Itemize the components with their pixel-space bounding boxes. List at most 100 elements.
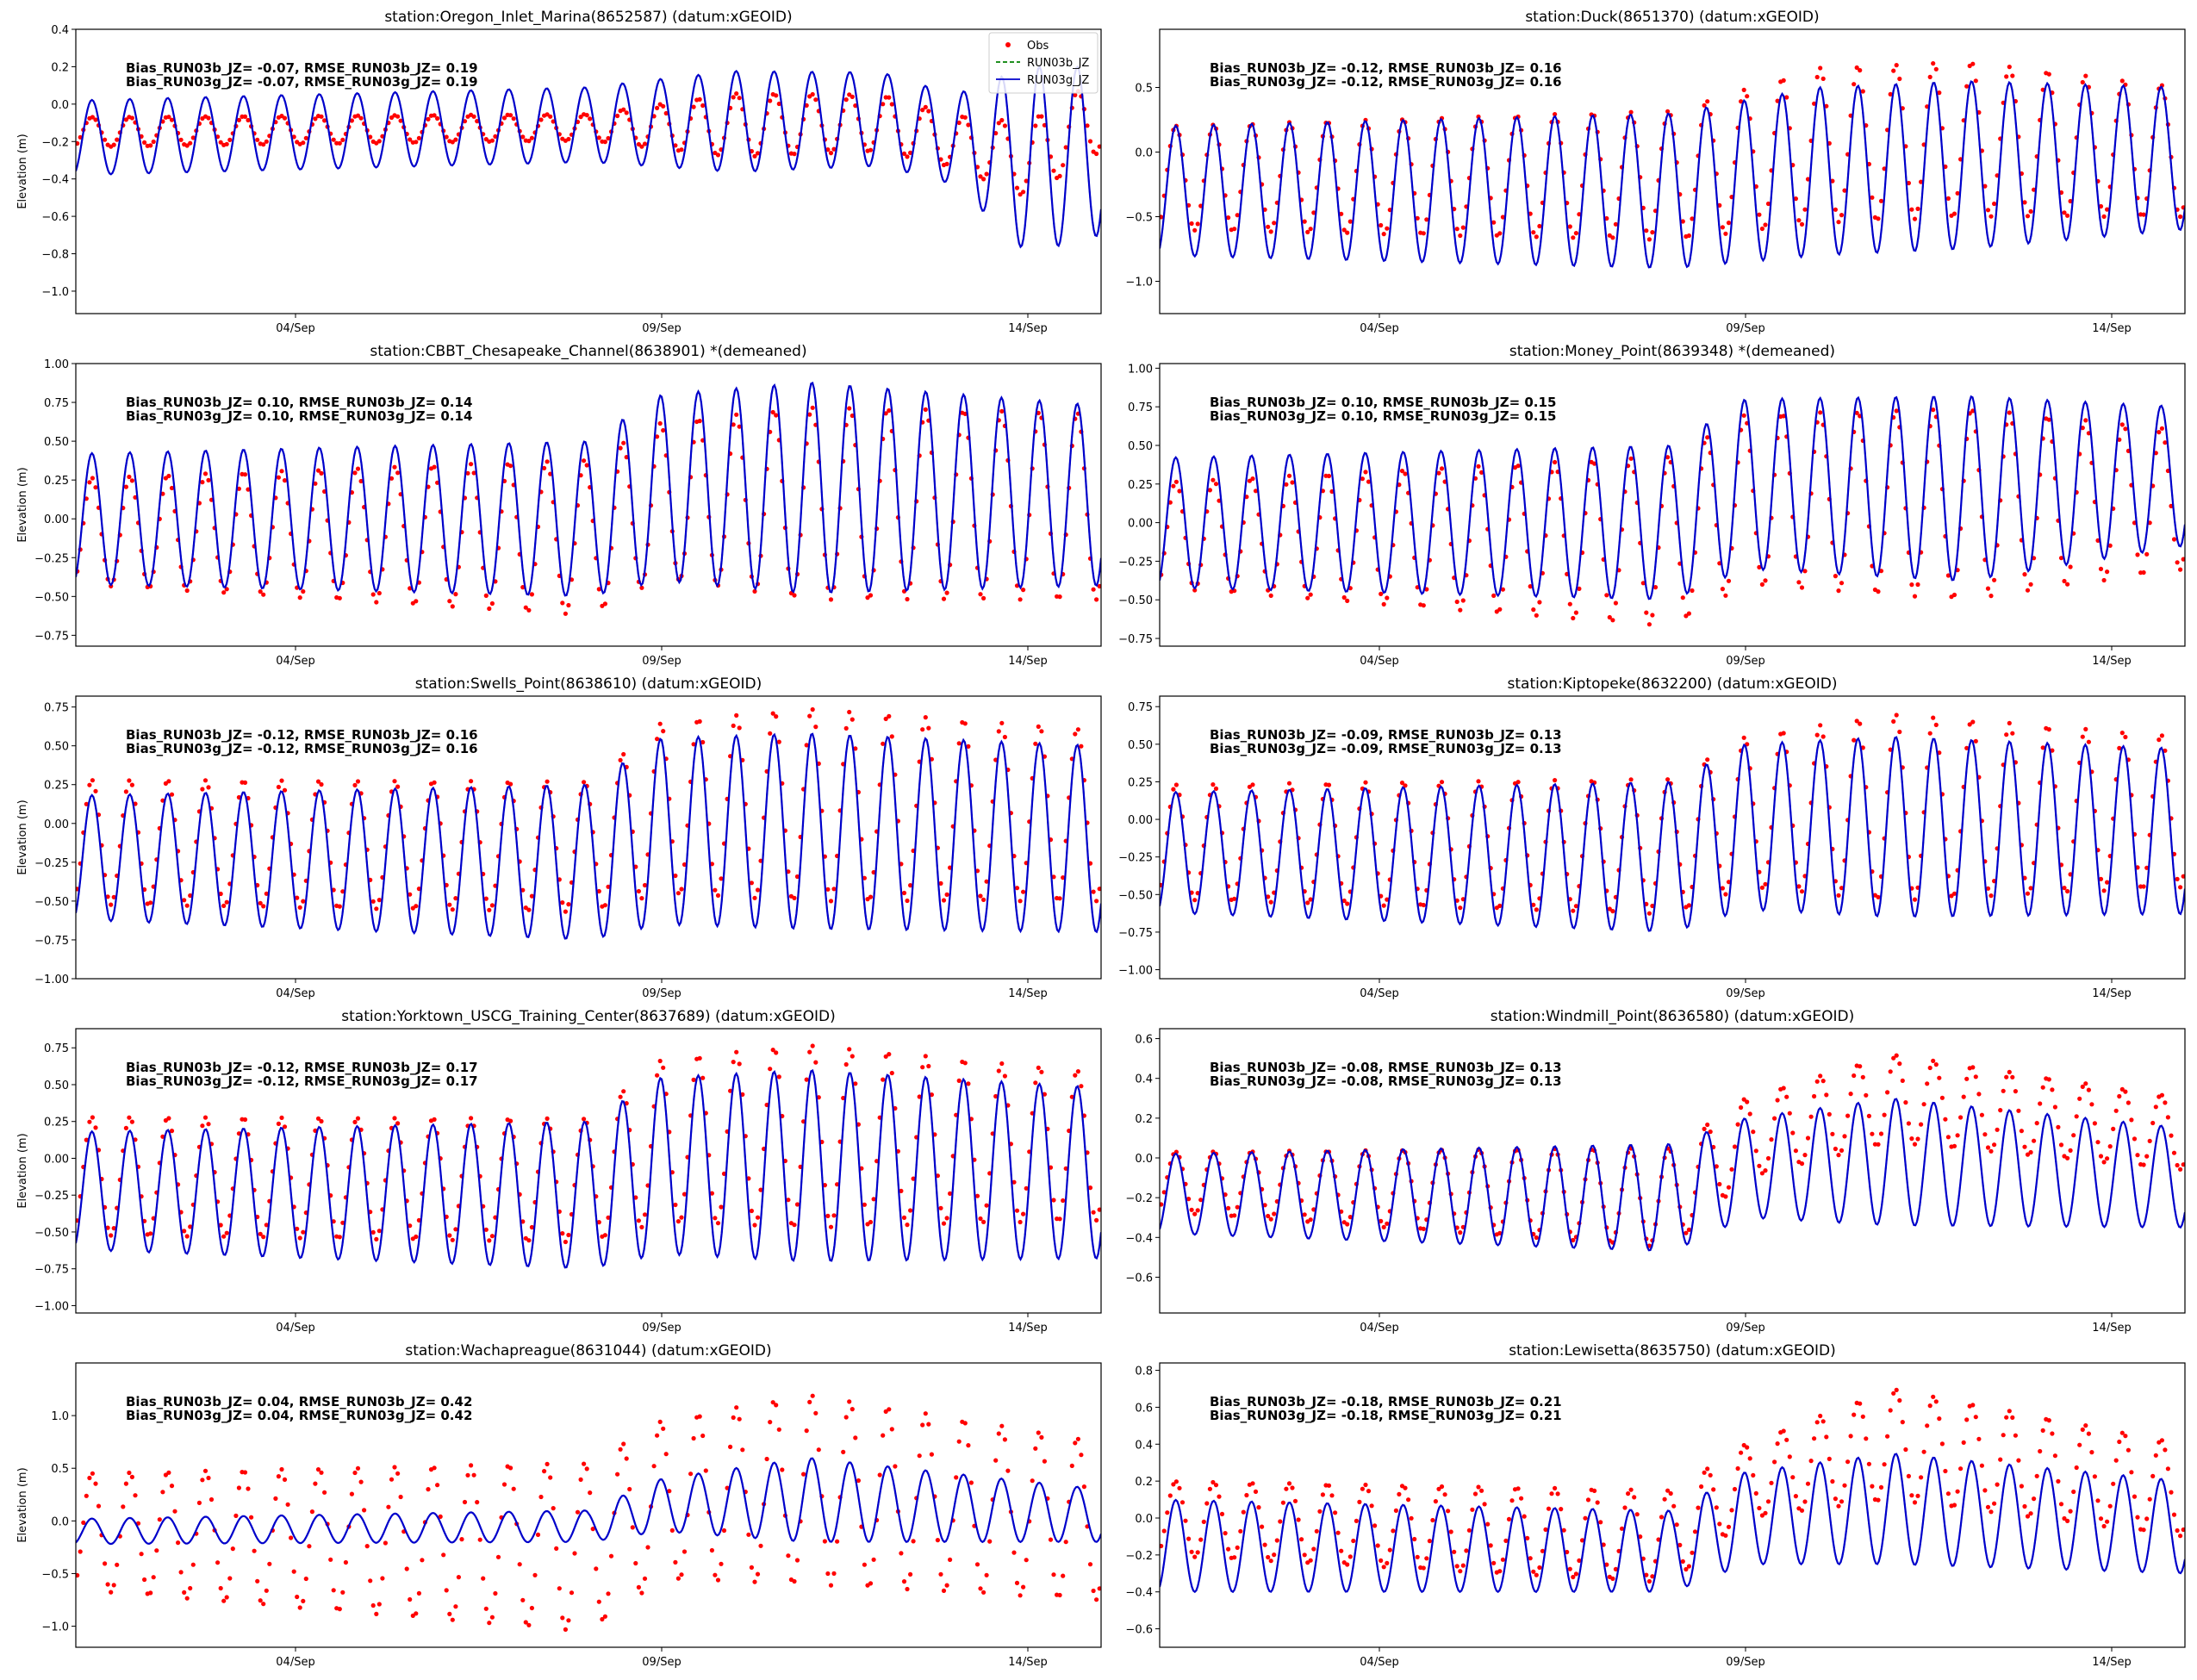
obs-point [90, 476, 95, 481]
obs-point [948, 1557, 953, 1562]
obs-point [1979, 1463, 1984, 1468]
obs-point [1897, 1061, 1902, 1067]
obs-point [1360, 1486, 1365, 1491]
obs-point [2077, 1096, 2082, 1101]
obs-point [813, 1410, 818, 1416]
obs-point [825, 147, 831, 152]
obs-point [792, 1223, 797, 1228]
obs-point [252, 1548, 257, 1553]
obs-point [639, 896, 644, 901]
obs-point [190, 135, 196, 140]
obs-point [2065, 213, 2070, 218]
obs-point [2040, 1085, 2045, 1090]
obs-point [1503, 1538, 1509, 1543]
obs-point [768, 1420, 773, 1425]
obs-point [697, 1055, 702, 1061]
obs-point [377, 1229, 382, 1234]
obs-point [1814, 1079, 1820, 1084]
obs-point [2068, 1148, 2073, 1153]
obs-point [1393, 1508, 1398, 1513]
obs-point [1937, 90, 1942, 96]
obs-point [1751, 1129, 1756, 1135]
obs-point [776, 1427, 781, 1432]
obs-point [715, 893, 721, 898]
obs-point [370, 592, 376, 597]
obs-point [1345, 230, 1350, 235]
obs-point [1415, 1554, 1420, 1559]
obs-point [2025, 891, 2031, 896]
obs-point [264, 1223, 269, 1228]
obs-point [618, 757, 623, 762]
obs-point [1253, 488, 1259, 494]
obs-point [267, 1561, 272, 1566]
obs-point [1571, 1574, 1576, 1580]
obs-point [1866, 1461, 1871, 1466]
obs-point [1476, 779, 1481, 784]
obs-point [881, 1433, 886, 1438]
obs-point [1876, 589, 1881, 594]
obs-point [563, 1239, 569, 1245]
obs-point [1057, 173, 1062, 178]
obs-point [996, 1431, 1001, 1436]
obs-point [1662, 1496, 1667, 1502]
obs-point [1970, 1403, 1976, 1408]
obs-point [206, 785, 211, 790]
obs-point [566, 136, 571, 142]
obs-point [450, 907, 455, 912]
obs-point [465, 470, 470, 476]
obs-point [1613, 221, 1618, 227]
obs-point [2159, 1438, 2164, 1443]
obs-point [1665, 109, 1671, 114]
obs-point [770, 1048, 775, 1053]
obs-point [90, 1115, 95, 1120]
obs-point [1097, 1207, 1101, 1212]
obs-point [264, 1588, 269, 1593]
subplot-title: station:CBBT_Chesapeake_Channel(8638901)… [370, 343, 806, 360]
obs-point [1073, 731, 1078, 737]
obs-point [1280, 1500, 1285, 1505]
obs-point [1951, 211, 1957, 216]
obs-point [2046, 72, 2051, 77]
obs-point [853, 1081, 858, 1086]
obs-point [322, 118, 327, 123]
subplot-9: station:Wachapreague(8631044) (datum:xGE… [16, 1342, 1102, 1669]
x-tick-label: 09/Sep [642, 1322, 681, 1335]
y-tick-label: −0.75 [34, 935, 69, 948]
obs-point [1985, 586, 1991, 591]
obs-point [1268, 593, 1273, 599]
obs-point [1763, 222, 1768, 227]
obs-point [554, 1546, 559, 1551]
y-tick-label: 0.4 [1135, 1439, 1153, 1452]
obs-point [551, 1506, 556, 1511]
y-tick-label: 0.0 [51, 1515, 69, 1528]
obs-point [1632, 1495, 1637, 1500]
y-tick-label: −1.00 [34, 974, 69, 986]
obs-point [1763, 881, 1768, 887]
obs-point [1403, 471, 1408, 476]
obs-point [453, 1227, 458, 1232]
obs-point [1805, 1481, 1811, 1486]
obs-point [636, 888, 642, 894]
obs-point [1042, 1092, 1047, 1097]
obs-point [282, 478, 288, 483]
obs-point [1745, 1099, 1750, 1104]
obs-point [483, 593, 489, 599]
subplot-title: station:Oregon_Inlet_Marina(8652587) (da… [384, 9, 792, 26]
obs-point [667, 1489, 672, 1494]
obs-point [1039, 114, 1044, 119]
obs-point [450, 604, 455, 609]
obs-point [1439, 780, 1445, 785]
y-tick-label: −0.25 [34, 552, 69, 565]
obs-point [655, 105, 660, 110]
obs-point [1644, 1572, 1649, 1577]
obs-point [2025, 1514, 2031, 1519]
obs-point [1852, 1412, 1857, 1417]
obs-point [794, 1558, 800, 1563]
obs-point [715, 152, 721, 158]
subplot-3: station:CBBT_Chesapeake_Channel(8638901)… [16, 343, 1102, 668]
obs-point [1686, 1564, 1691, 1569]
y-tick-label: 0.50 [44, 1080, 69, 1092]
obs-point [1622, 1505, 1628, 1510]
obs-point [1781, 1086, 1786, 1091]
obs-point [2171, 1150, 2177, 1155]
